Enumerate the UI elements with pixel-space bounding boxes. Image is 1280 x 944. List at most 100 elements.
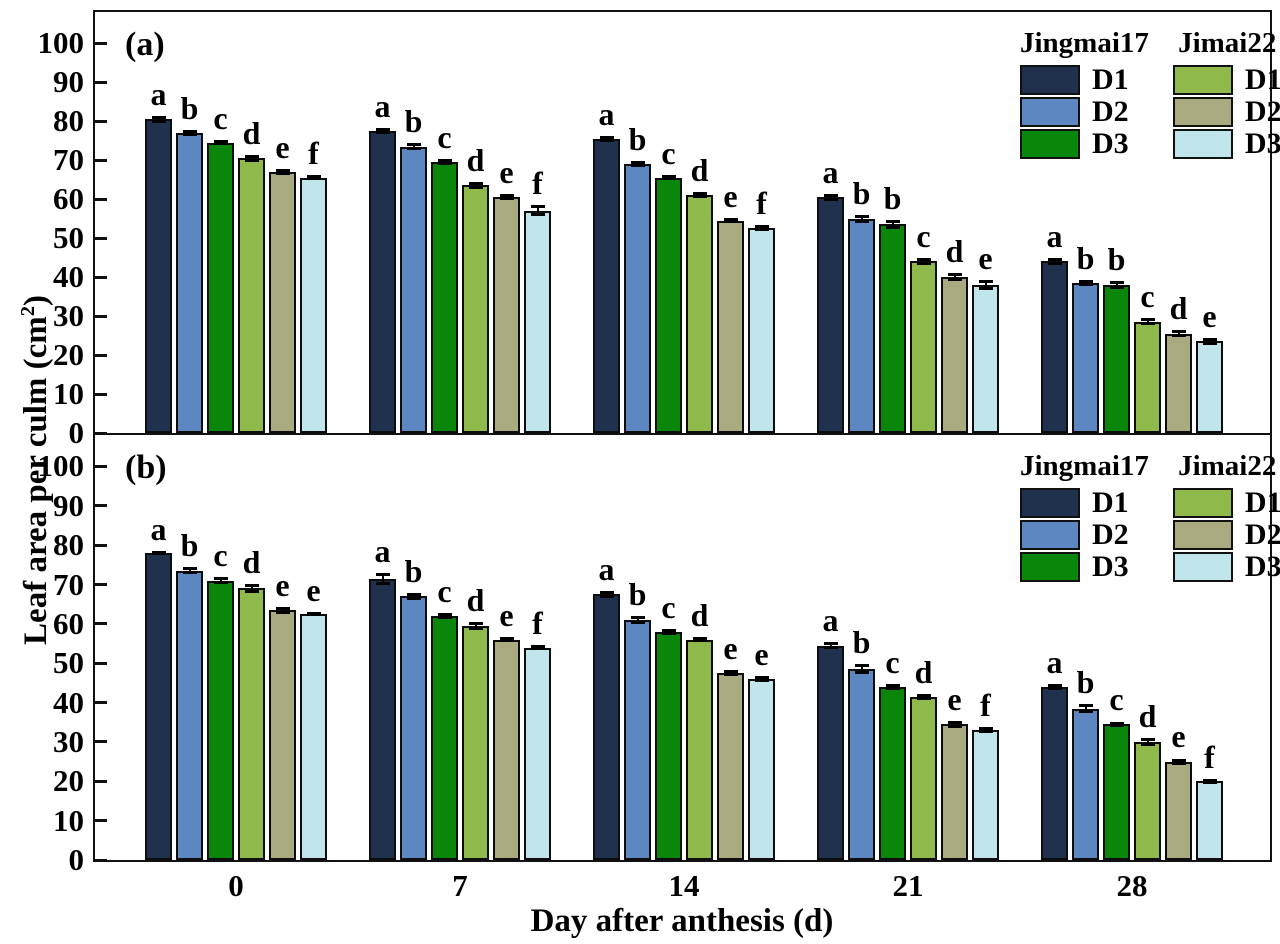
bar [972, 284, 999, 433]
y-tick-label: 80 [53, 527, 84, 563]
sig-letter: d [1169, 290, 1188, 327]
bar [207, 142, 234, 433]
panel-a: (a) a b c d e f a b c d e f a b c d e f a b b c d e a b b c d e Jingmai… [93, 10, 1280, 435]
bar [238, 158, 265, 433]
bar [1134, 741, 1161, 860]
bar [1196, 341, 1223, 433]
y-tick-label: 100 [37, 448, 85, 484]
error-bar [530, 205, 545, 217]
error-bar [499, 637, 514, 642]
error-bar [1109, 280, 1124, 290]
bar [686, 195, 713, 433]
bar [1072, 282, 1099, 433]
sig-letter: d [1138, 698, 1157, 735]
sig-letter: b [852, 174, 871, 211]
sig-letter: f [980, 687, 991, 723]
sig-letter: e [947, 680, 962, 717]
legend-item-label: D1 [1092, 485, 1129, 519]
y-tick-mark [95, 543, 107, 547]
error-bar [213, 139, 228, 146]
error-bar [1078, 703, 1093, 714]
sig-letter: d [914, 653, 933, 690]
sig-letter: b [883, 179, 902, 216]
error-bar [692, 192, 707, 199]
sig-letter: b [180, 89, 199, 126]
y-tick-mark [95, 819, 107, 823]
bar [1165, 761, 1192, 860]
legend-item: D2 [1172, 96, 1280, 127]
sig-letter: d [690, 596, 709, 633]
bar [369, 130, 396, 433]
error-bar [854, 664, 869, 674]
bar [817, 645, 844, 860]
legend-swatch [1020, 487, 1080, 518]
legend-item-label: D1 [1092, 62, 1129, 96]
legend-column: Jimai22 D1 D2 D3 [1172, 450, 1280, 585]
sig-letter: f [1204, 738, 1215, 775]
x-axis-title: Day after anthesis (d) [530, 903, 834, 939]
error-bar [754, 225, 769, 232]
error-bar [599, 135, 614, 142]
bar [1041, 261, 1068, 433]
sig-letter: a [598, 95, 615, 132]
bar [910, 261, 937, 433]
bar [145, 553, 172, 860]
sig-letter: e [1171, 718, 1186, 755]
bar [748, 228, 775, 433]
sig-letter: a [150, 75, 167, 112]
legend-column: Jingmai17 D1 D2 D3 [1020, 27, 1149, 162]
y-tick-mark [95, 236, 107, 240]
error-bar [244, 154, 259, 162]
y-tick-mark [95, 314, 107, 318]
error-bar [468, 182, 483, 189]
legend-group-header: Jingmai17 [1020, 27, 1149, 59]
y-tick-label: 90 [53, 64, 84, 100]
sig-letter: e [499, 597, 514, 634]
sig-letter: e [723, 177, 738, 214]
y-tick-label: 60 [53, 605, 84, 641]
bar [624, 164, 651, 433]
error-bar [1047, 257, 1062, 265]
sig-letter: f [532, 604, 543, 641]
bar [238, 588, 265, 860]
legend-item: D3 [1172, 551, 1280, 582]
error-bar [1202, 338, 1217, 345]
legend-swatch [1172, 64, 1233, 95]
bar [717, 220, 744, 433]
sig-letter: a [1046, 644, 1063, 681]
legend-item: D3 [1172, 128, 1280, 159]
sig-letter: a [822, 602, 839, 639]
legend-swatch [1020, 64, 1080, 95]
y-tick-mark [95, 583, 107, 587]
error-bar [406, 592, 421, 600]
error-bar [530, 644, 545, 651]
y-tick-label: 70 [53, 566, 84, 602]
error-bar [947, 720, 962, 728]
legend: Jingmai17 D1 D2 D3 Jimai22 D1 D2 D3 [1020, 27, 1280, 162]
legend-item: D1 [1172, 487, 1280, 518]
bar [493, 197, 520, 433]
error-bar [754, 676, 769, 682]
y-tick-mark [95, 41, 107, 45]
legend-column: Jimai22 D1 D2 D3 [1172, 27, 1280, 162]
sig-letter: d [242, 114, 261, 151]
error-bar [1109, 721, 1124, 727]
error-bar [499, 194, 514, 200]
error-bar [375, 127, 390, 135]
bar [717, 673, 744, 860]
legend-item-label: D3 [1092, 126, 1129, 160]
y-tick-label: 40 [53, 259, 84, 295]
legend-item: D1 [1020, 62, 1149, 96]
y-tick-mark [95, 275, 107, 279]
error-bar [275, 606, 290, 614]
bar [145, 119, 172, 433]
error-bar [375, 572, 390, 585]
error-bar [916, 258, 931, 265]
error-bar [823, 193, 838, 201]
legend-swatch [1020, 128, 1080, 159]
y-tick-label: 70 [53, 142, 84, 178]
error-bar [947, 273, 962, 281]
error-bar [151, 115, 166, 123]
legend-item: D3 [1020, 551, 1149, 582]
